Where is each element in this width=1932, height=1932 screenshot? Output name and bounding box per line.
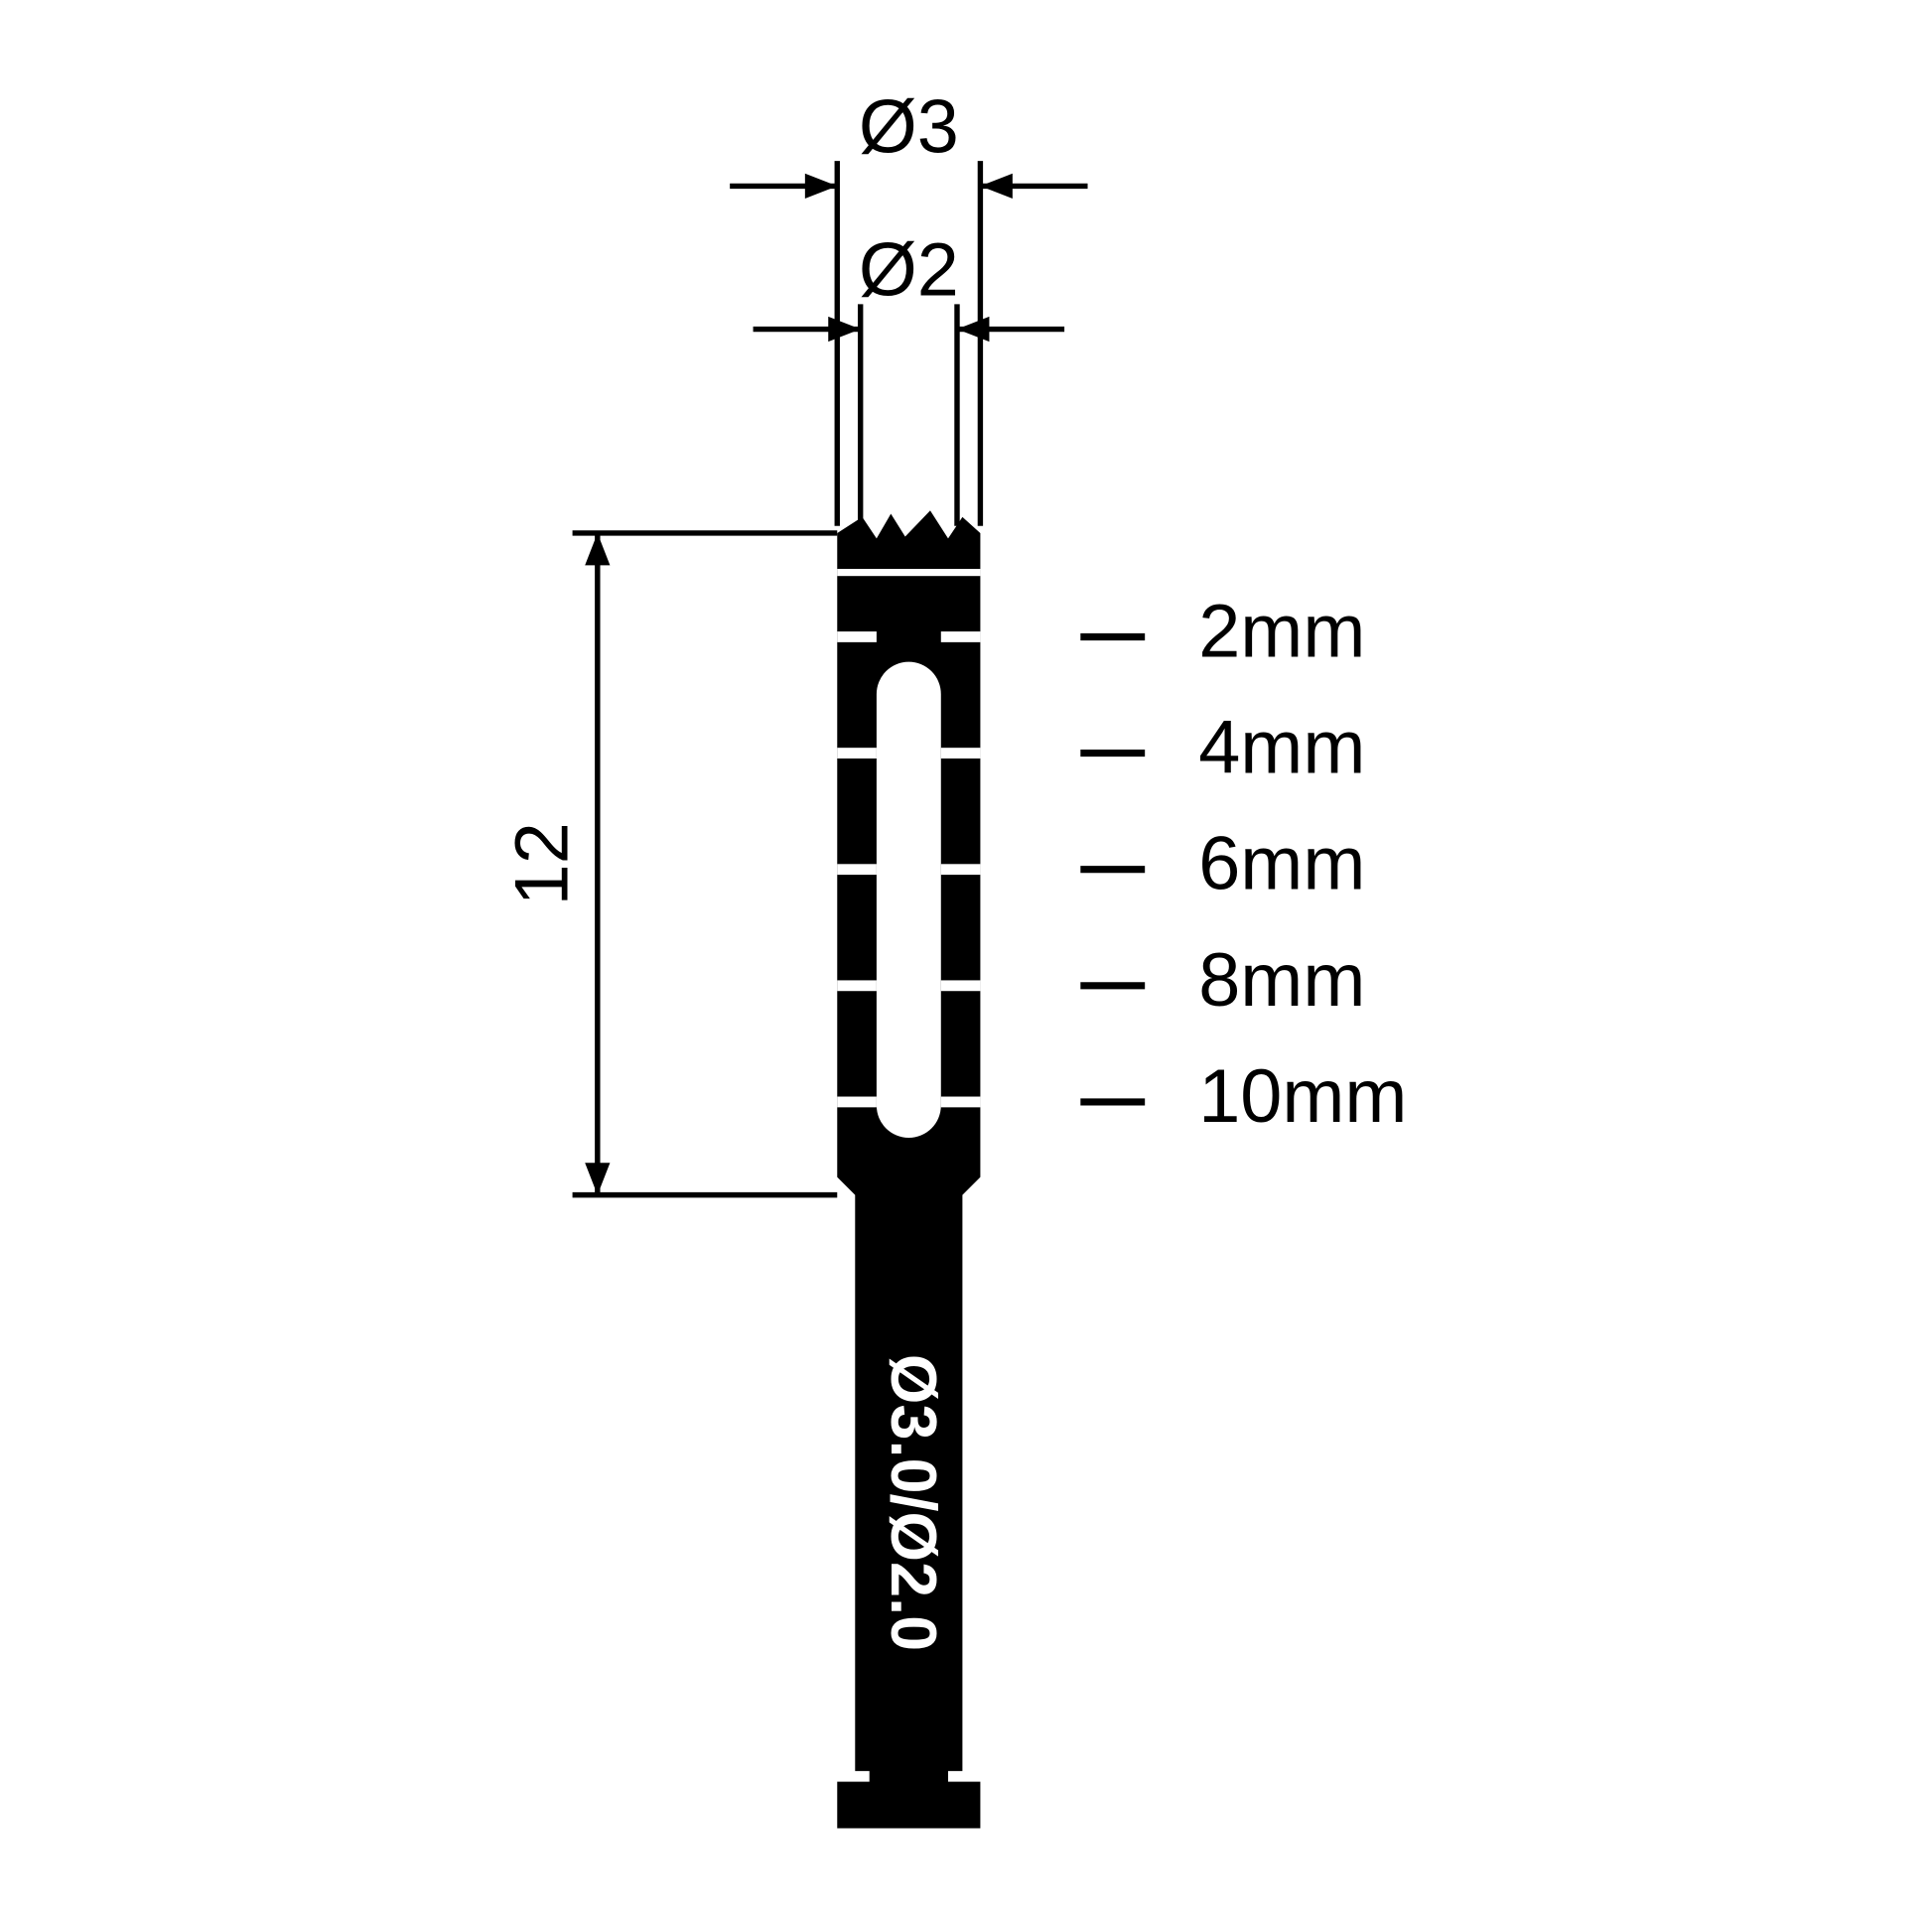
depth-label: 10mm xyxy=(1198,1054,1407,1139)
length-label: 12 xyxy=(499,822,584,905)
depth-label: 4mm xyxy=(1198,706,1365,790)
depth-label: 8mm xyxy=(1198,938,1365,1023)
technical-diagram: Ø3.0/Ø2.0 Ø3 Ø2 12 2mm 4mm 6mm 8mm 10mm xyxy=(0,0,1932,1932)
shaft-engraving-text: Ø3.0/Ø2.0 xyxy=(878,1354,950,1651)
diameter-label: Ø2 xyxy=(859,227,959,312)
depth-label: 6mm xyxy=(1198,822,1365,906)
diameter-label: Ø3 xyxy=(859,84,959,169)
depth-label: 2mm xyxy=(1198,589,1365,673)
